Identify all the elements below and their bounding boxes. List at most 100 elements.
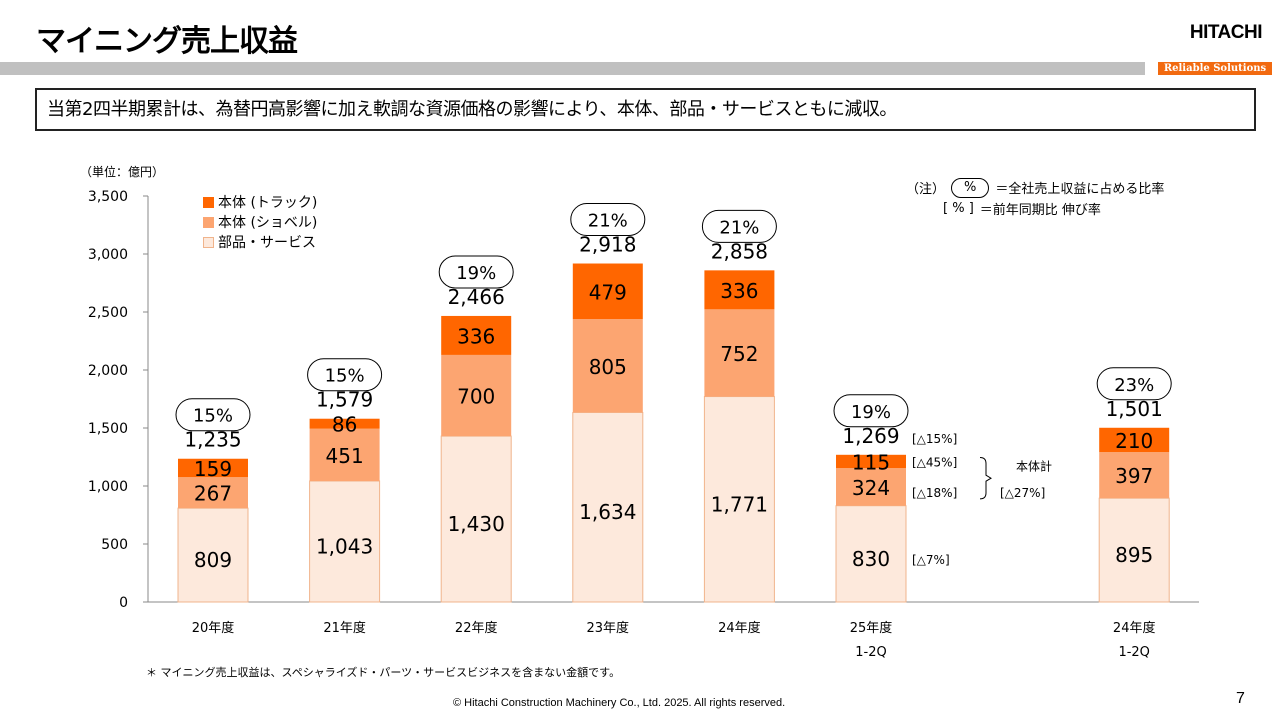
brace-icon: [979, 456, 992, 500]
bar-segment-shovel: [441, 354, 512, 437]
bar-segment-shovel: [572, 319, 643, 413]
segment-value-label: 1,430: [448, 512, 505, 536]
note-prefix: （注）: [906, 182, 946, 197]
bar-segment-shovel: [1099, 452, 1170, 499]
bar-segment-truck: [704, 270, 775, 310]
note-bracket-meaning: ＝前年同期比 伸び率: [979, 203, 1101, 218]
note-yoy: [ % ] ＝前年同期比 伸び率: [906, 198, 1164, 219]
total-value-label: 2,858: [711, 239, 768, 263]
share-pill-label: 23%: [1114, 375, 1154, 396]
segment-value-label: 805: [589, 355, 627, 379]
bar-segment-parts-service: [703, 396, 775, 603]
total-value-label: 2,918: [579, 233, 636, 257]
bar-segment-truck: [836, 454, 906, 469]
bar-segment-parts-service: [835, 505, 907, 603]
legend-item-parts-service: 部品・サービス: [203, 232, 317, 252]
category-sublabel: 1-2Q: [1118, 645, 1149, 660]
legend-swatch-truck: [203, 196, 214, 208]
segment-value-label: 336: [720, 279, 758, 303]
note-share: （注） % ＝全社売上収益に占める比率: [906, 177, 1164, 198]
hitachi-logo: HITACHI: [1189, 22, 1263, 43]
note-pill-meaning: ＝全社売上収益に占める比率: [995, 182, 1165, 197]
segment-value-label: 336: [457, 324, 495, 348]
legend-label: 部品・サービス: [218, 235, 316, 251]
page-title: マイニング売上収益: [36, 24, 298, 59]
category-label: 22年度: [455, 620, 498, 636]
y-tick-label: 500: [101, 537, 128, 553]
share-pill-label: 15%: [325, 366, 365, 387]
share-pill-label: 21%: [719, 217, 759, 238]
bar-segment-truck: [1099, 427, 1170, 453]
share-pill-label: 21%: [588, 211, 628, 232]
segment-value-label: 324: [852, 476, 890, 500]
footnote: ＊ マイニング売上収益は、スペシャライズド・パーツ・サービスビジネスを含まない金…: [146, 666, 621, 679]
total-value-label: 1,579: [316, 388, 373, 412]
bar-segment-truck: [441, 315, 512, 355]
segment-value-label: 1,634: [579, 500, 636, 524]
note-bracket: [ % ]: [943, 201, 974, 216]
segment-value-label: 86: [332, 413, 357, 437]
total-value-label: 1,235: [184, 428, 241, 452]
chart-legend: 本体 (トラック) 本体 (ショベル) 部品・サービス: [203, 192, 317, 252]
segment-value-label: 1,043: [316, 535, 373, 559]
category-label: 21年度: [323, 620, 366, 636]
share-pill-label: 15%: [193, 406, 233, 427]
legend-label: 本体 (ショベル): [218, 215, 318, 231]
legend-item-truck: 本体 (トラック): [203, 192, 317, 212]
notes-box: （注） % ＝全社売上収益に占める比率 [ % ] ＝前年同期比 伸び率: [906, 177, 1164, 219]
share-pill: [1096, 367, 1172, 401]
bar-segment-truck: [178, 458, 248, 478]
share-pill: [833, 394, 909, 428]
share-pill: [438, 255, 514, 289]
bar-segment-parts-service: [309, 480, 381, 603]
yoy-shovel-label: [△18%]: [912, 486, 957, 500]
yoy-truck-label: [△45%]: [912, 455, 957, 469]
category-label: 24年度: [1113, 620, 1156, 636]
body-total-label: 本体計: [1016, 458, 1052, 473]
yoy-body-total-label: [△27%]: [1000, 486, 1045, 500]
segment-value-label: 700: [457, 385, 495, 409]
segment-value-label: 397: [1115, 464, 1153, 488]
segment-value-label: 115: [852, 450, 890, 474]
tagline-badge: Reliable Solutions: [1158, 62, 1272, 75]
category-sublabel: 1-2Q: [855, 645, 886, 660]
bar-segment-parts-service: [177, 507, 249, 603]
total-value-label: 1,501: [1106, 397, 1163, 421]
share-pill: [570, 203, 646, 237]
category-label: 25年度: [850, 620, 893, 636]
legend-swatch-shovel: [203, 216, 214, 228]
legend-swatch-parts-service: [203, 236, 214, 248]
summary-box: 当第2四半期累計は、為替円高影響に加え軟調な資源価格の影響により、本体、部品・サ…: [35, 88, 1256, 131]
legend-item-shovel: 本体 (ショベル): [203, 212, 317, 232]
segment-value-label: 479: [589, 280, 627, 304]
category-label: 24年度: [718, 620, 761, 636]
y-tick-label: 2,500: [88, 305, 128, 321]
bar-segment-shovel: [309, 428, 380, 482]
segment-value-label: 159: [194, 457, 232, 481]
bar-segment-parts-service: [1098, 497, 1170, 603]
bar-segment-parts-service: [440, 435, 512, 603]
share-pill-label: 19%: [456, 263, 496, 284]
y-tick-label: 0: [119, 595, 128, 611]
y-tick-label: 1,500: [88, 421, 128, 437]
y-tick-label: 1,000: [88, 479, 128, 495]
share-pill: [701, 209, 777, 243]
y-tick-label: 3,500: [88, 189, 128, 205]
share-pill-label: 19%: [851, 402, 891, 423]
bar-segment-parts-service: [572, 411, 644, 603]
segment-value-label: 1,771: [711, 492, 768, 516]
bar-segment-shovel: [178, 477, 248, 509]
y-tick-label: 3,000: [88, 247, 128, 263]
segment-value-label: 752: [720, 342, 758, 366]
y-tick-label: 2,000: [88, 363, 128, 379]
category-label: 23年度: [587, 620, 630, 636]
bar-segment-shovel: [704, 309, 775, 397]
segment-value-label: 451: [326, 444, 364, 468]
segment-value-label: 267: [194, 482, 232, 506]
page-number: 7: [1236, 690, 1245, 707]
bar-segment-truck: [572, 263, 643, 320]
total-value-label: 2,466: [448, 285, 505, 309]
unit-label: （単位：億円）: [80, 165, 165, 179]
yoy-parts-label: [△7%]: [912, 553, 950, 567]
